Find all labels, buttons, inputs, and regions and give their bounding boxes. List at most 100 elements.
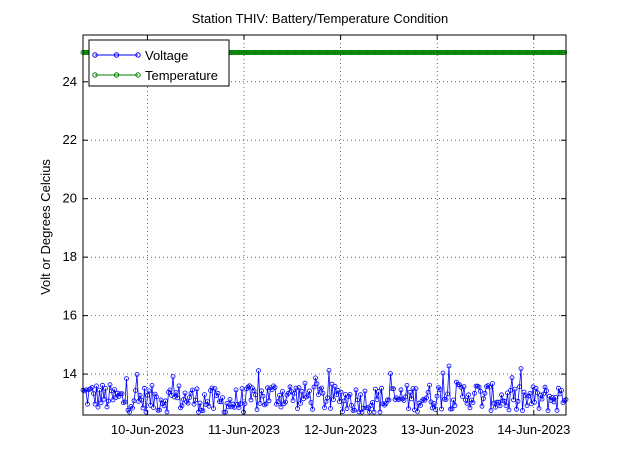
voltage-point — [524, 403, 530, 409]
temperature-point — [469, 50, 475, 56]
temperature-point — [509, 50, 515, 56]
temperature-point — [264, 50, 270, 56]
voltage-point — [359, 409, 365, 415]
voltage-point — [536, 405, 542, 411]
y-tick-label: 18 — [63, 249, 77, 264]
temperature-point — [480, 50, 486, 56]
voltage-point — [551, 399, 557, 405]
temperature-point — [402, 50, 408, 56]
voltage-point — [311, 384, 317, 390]
temperature-point — [474, 50, 480, 56]
temperature-point — [270, 50, 276, 56]
voltage-point — [494, 399, 500, 405]
voltage-point — [433, 407, 438, 413]
temperature-point — [405, 50, 411, 56]
temperature-point — [539, 50, 545, 56]
temperature-point — [446, 50, 452, 56]
temperature-point — [347, 50, 353, 56]
voltage-point — [533, 385, 539, 391]
temperature-point — [293, 50, 299, 56]
voltage-point — [374, 397, 380, 402]
temperature-point — [462, 50, 468, 56]
y-tick-label: 16 — [63, 308, 77, 323]
temperature-point — [384, 50, 390, 56]
temperature-point — [459, 50, 465, 56]
voltage-point — [538, 392, 543, 398]
series-voltage — [80, 363, 569, 415]
voltage-point — [503, 403, 509, 409]
temperature-point — [350, 50, 356, 56]
temperature-point — [518, 50, 524, 56]
voltage-point — [386, 397, 392, 403]
temperature-point — [371, 50, 377, 56]
temperature-point — [522, 50, 528, 56]
voltage-point — [427, 382, 432, 388]
voltage-point — [94, 383, 99, 389]
x-tick-label: 11-Jun-2023 — [208, 422, 280, 437]
temperature-point — [544, 50, 550, 56]
voltage-point — [464, 400, 470, 406]
temperature-point — [333, 50, 339, 56]
voltage-point — [515, 398, 521, 404]
temperature-point — [312, 50, 318, 56]
temperature-point — [421, 50, 427, 56]
temperature-point — [381, 50, 387, 56]
voltage-point — [443, 397, 449, 403]
voltage-point — [490, 381, 495, 386]
temperature-point — [395, 50, 401, 56]
voltage-point — [248, 397, 254, 403]
temperature-point — [424, 50, 430, 56]
voltage-point — [461, 384, 467, 390]
voltage-point — [431, 400, 437, 406]
temperature-point — [354, 50, 360, 56]
voltage-point — [226, 404, 231, 410]
temperature-point — [435, 50, 441, 56]
temperature-point — [366, 50, 372, 56]
voltage-point — [83, 387, 89, 393]
voltage-point — [103, 385, 108, 391]
voltage-point — [127, 409, 132, 415]
temperature-point — [461, 50, 467, 56]
voltage-point — [176, 383, 182, 389]
temperature-point — [467, 50, 473, 56]
temperature-point — [339, 50, 345, 56]
voltage-point — [397, 396, 402, 402]
voltage-point — [233, 387, 239, 393]
y-tick-label: 20 — [63, 191, 77, 206]
voltage-point — [202, 392, 207, 398]
voltage-point — [353, 387, 359, 393]
voltage-point — [325, 395, 330, 401]
temperature-point — [346, 50, 352, 56]
temperature-point — [323, 50, 329, 56]
voltage-point — [419, 398, 425, 404]
temperature-point — [355, 50, 361, 56]
temperature-point — [392, 50, 398, 56]
temperature-point — [456, 50, 462, 56]
voltage-point — [355, 397, 360, 403]
temperature-point — [536, 50, 542, 56]
voltage-point — [457, 382, 462, 388]
temperature-point — [472, 50, 478, 56]
temperature-point — [427, 50, 433, 56]
voltage-point — [449, 406, 455, 412]
temperature-point — [290, 50, 296, 56]
temperature-point — [477, 50, 483, 56]
voltage-point — [293, 385, 299, 391]
legend-marker — [135, 72, 141, 78]
temperature-point — [304, 50, 310, 56]
y-tick-label: 22 — [63, 132, 77, 147]
temperature-point — [426, 50, 432, 56]
temperature-point — [370, 50, 376, 56]
voltage-point — [271, 383, 276, 389]
voltage-point — [161, 403, 167, 409]
voltage-point — [200, 408, 206, 414]
temperature-point — [253, 50, 259, 56]
voltage-point — [220, 395, 225, 401]
voltage-point — [347, 392, 353, 397]
voltage-point — [497, 403, 503, 409]
temperature-point — [520, 50, 526, 56]
voltage-point — [478, 388, 483, 394]
voltage-point — [424, 395, 429, 401]
temperature-point — [419, 50, 425, 56]
